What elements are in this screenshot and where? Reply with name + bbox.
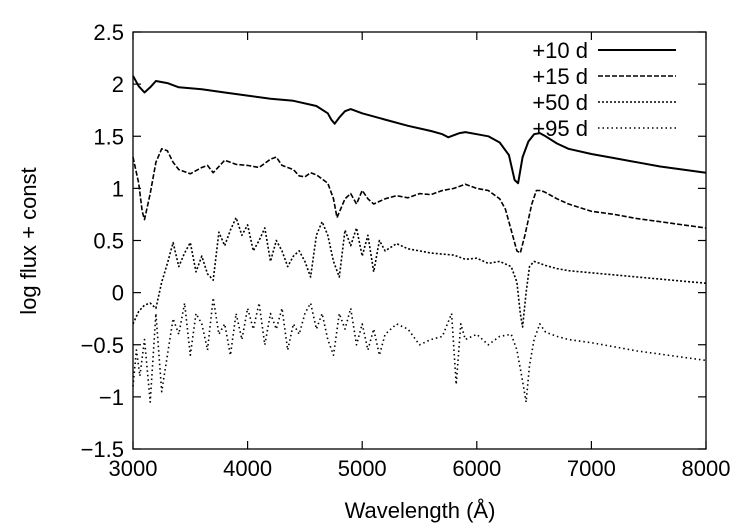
plot-border [132, 31, 707, 450]
y-tick-label: −1.5 [81, 437, 124, 462]
y-tick-label: 1.5 [93, 124, 124, 149]
series-line-4 [132, 297, 707, 403]
x-axis-ticks: 3000 4000 5000 6000 7000 8000 [109, 32, 731, 481]
series-line-3 [132, 216, 707, 328]
y-axis-ticks: −1.5 −1 −0.5 0 0.5 1 1.5 2 2.5 [81, 20, 706, 462]
series-line-2 [132, 148, 707, 254]
series-lines [132, 75, 707, 403]
x-axis-title: Wavelength (Å) [345, 498, 496, 523]
x-tick-label: 7000 [567, 456, 616, 481]
y-tick-label: −1 [99, 385, 124, 410]
y-tick-label: 0.5 [93, 229, 124, 254]
x-tick-label: 8000 [682, 456, 731, 481]
y-tick-label: 2.5 [93, 20, 124, 45]
x-tick-label: 5000 [338, 456, 387, 481]
y-tick-label: 0 [112, 281, 124, 306]
legend-label-1: +10 d [532, 38, 588, 63]
y-tick-label: −0.5 [81, 333, 124, 358]
plot-frame [132, 31, 707, 450]
y-tick-label: 1 [112, 176, 124, 201]
legend: +10 d+15 d+50 d+95 d [532, 38, 676, 141]
x-tick-label: 4000 [223, 456, 272, 481]
legend-label-4: +95 d [532, 116, 588, 141]
x-tick-label: 3000 [109, 456, 158, 481]
y-axis-title: log flux + const [16, 167, 41, 314]
legend-label-3: +50 d [532, 90, 588, 115]
legend-label-2: +15 d [532, 64, 588, 89]
y-tick-label: 2 [112, 72, 124, 97]
series-line-1 [132, 75, 707, 185]
x-tick-label: 6000 [452, 456, 501, 481]
